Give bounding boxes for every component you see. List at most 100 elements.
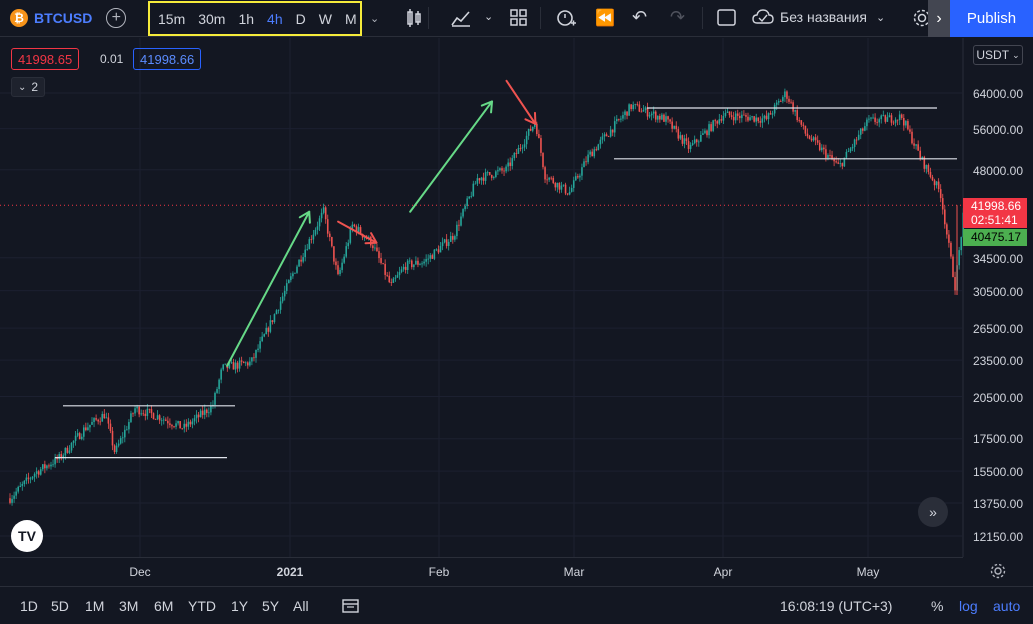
indicators-icon[interactable] <box>451 9 471 27</box>
candle-body <box>763 115 766 119</box>
range-all[interactable]: All <box>293 598 309 614</box>
candle-body <box>851 146 854 149</box>
price-axis-label: 26500.00 <box>972 322 1023 336</box>
candle-body <box>933 180 936 186</box>
candle-body <box>132 413 134 415</box>
candle-body <box>374 247 376 249</box>
symbol-search[interactable]: ₿ BTCUSD <box>10 0 92 37</box>
candle-body <box>845 151 848 158</box>
bid-price[interactable]: 41998.65 <box>11 48 80 70</box>
compare-add-icon[interactable]: + <box>106 8 127 28</box>
range-3m[interactable]: 3M <box>119 598 139 614</box>
candle-body <box>759 121 762 123</box>
candle-body <box>585 161 587 163</box>
chevron-down-icon[interactable]: ⌄ <box>484 11 494 23</box>
candle-body <box>521 147 524 149</box>
range-1m[interactable]: 1M <box>85 598 105 614</box>
tradingview-logo-icon[interactable]: TV <box>11 520 43 552</box>
candles-icon[interactable] <box>405 9 423 27</box>
clock-timezone[interactable]: 16:08:19 (UTC+3) <box>780 598 893 614</box>
symbol-name[interactable]: BTCUSD <box>34 10 93 26</box>
price-axis-label: 17500.00 <box>972 432 1023 446</box>
candle-body <box>790 101 792 103</box>
candle-body <box>550 177 552 179</box>
candle-body <box>257 348 259 350</box>
candle-body <box>792 102 794 112</box>
interval-d[interactable]: D <box>295 10 306 27</box>
candle-body <box>201 410 204 415</box>
candle-body <box>329 233 331 237</box>
candle-body <box>917 144 919 151</box>
candle-body <box>72 440 75 443</box>
candle-body <box>292 273 294 277</box>
range-1y[interactable]: 1Y <box>231 598 249 614</box>
interval-1h[interactable]: 1h <box>238 10 255 27</box>
candle-body <box>823 147 825 150</box>
candle-body <box>87 427 89 431</box>
candle-body <box>17 486 19 492</box>
templates-icon[interactable] <box>510 9 528 27</box>
candle-body <box>439 246 442 253</box>
candle-body <box>900 114 903 118</box>
interval-m[interactable]: M <box>344 10 357 27</box>
alert-clock-icon[interactable] <box>555 7 577 29</box>
candle-body <box>831 155 833 160</box>
range-1d[interactable]: 1D <box>20 598 38 614</box>
range-6m[interactable]: 6M <box>154 598 174 614</box>
ask-price[interactable]: 41998.66 <box>133 48 202 70</box>
range-ytd[interactable]: YTD <box>188 598 216 614</box>
undo-icon[interactable]: ↶ <box>632 7 648 27</box>
candle-body <box>402 266 405 270</box>
range-5d[interactable]: 5D <box>51 598 69 614</box>
publish-button[interactable]: Publish <box>950 0 1033 37</box>
candle-body <box>458 224 460 226</box>
candle-body <box>9 498 11 503</box>
candle-body <box>597 144 600 151</box>
candle-body <box>238 360 241 369</box>
candle-body <box>587 154 589 163</box>
candle-body <box>345 246 347 257</box>
candle-body <box>216 389 218 393</box>
candle-body <box>622 115 624 119</box>
candle-body <box>544 167 546 180</box>
chevron-down-icon[interactable]: ⌄ <box>370 13 380 25</box>
candle-body <box>25 477 28 481</box>
percent-scale-toggle[interactable]: % <box>931 598 944 614</box>
goto-date-icon[interactable] <box>342 598 360 614</box>
candle-body <box>115 445 118 452</box>
candle-body <box>546 179 548 181</box>
candle-body <box>892 122 895 124</box>
candle-body <box>958 250 960 266</box>
candle-body <box>837 162 839 164</box>
fullscreen-icon[interactable] <box>717 9 737 27</box>
candle-body <box>177 421 179 424</box>
interval-w[interactable]: W <box>318 10 332 27</box>
candle-body <box>195 414 198 419</box>
indicators-toggle[interactable]: ⌄ 2 <box>11 77 46 97</box>
candle-body <box>173 426 175 428</box>
interval-15m[interactable]: 15m <box>158 10 186 27</box>
candle-body <box>862 128 864 131</box>
candle-body <box>249 361 251 366</box>
layout-name-button[interactable]: Без названия ⌄ <box>752 9 885 25</box>
chart-settings-icon[interactable] <box>989 562 1007 580</box>
price-chart[interactable] <box>0 38 1033 557</box>
candle-body <box>285 283 288 291</box>
interval-4h[interactable]: 4h <box>267 10 283 27</box>
candle-body <box>773 104 776 114</box>
replay-icon[interactable]: ⏪ <box>595 10 615 27</box>
chevron-right-icon[interactable]: › <box>928 0 950 37</box>
auto-scale-toggle[interactable]: auto <box>993 598 1021 614</box>
candle-body <box>786 91 788 99</box>
currency-selector[interactable]: USDT ⌄ <box>973 45 1023 65</box>
candle-body <box>259 341 261 349</box>
scroll-to-realtime-icon[interactable]: » <box>918 497 948 527</box>
interval-30m[interactable]: 30m <box>198 10 226 27</box>
redo-icon[interactable]: ↷ <box>670 7 686 27</box>
log-scale-toggle[interactable]: log <box>959 598 978 614</box>
range-5y[interactable]: 5Y <box>262 598 280 614</box>
candle-body <box>476 178 479 184</box>
current-price-tag: 41998.66 02:51:41 <box>963 198 1027 228</box>
candle-body <box>464 205 466 210</box>
time-axis[interactable]: Dec 2021 Feb Mar Apr May <box>0 557 963 585</box>
